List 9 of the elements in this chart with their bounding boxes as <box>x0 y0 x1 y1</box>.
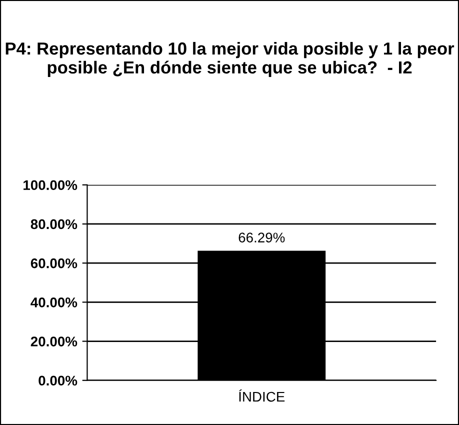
y-tick-label: 100.00% <box>24 180 78 190</box>
x-tick-label: ÍNDICE <box>239 390 285 402</box>
y-tick-label: 0.00% <box>38 376 78 386</box>
chart-title: P4: Representando 10 la mejor vida posible y 1 la peor posible ¿En dónde siente que se ubica? - I2 <box>6 42 454 78</box>
y-tick-label: 80.00% <box>30 219 78 230</box>
data-label: 66.29% <box>238 232 285 242</box>
y-tick-label: 40.00% <box>30 298 78 308</box>
y-tick-label: 60.00% <box>30 258 78 268</box>
y-tick-label: 20.00% <box>30 336 78 346</box>
